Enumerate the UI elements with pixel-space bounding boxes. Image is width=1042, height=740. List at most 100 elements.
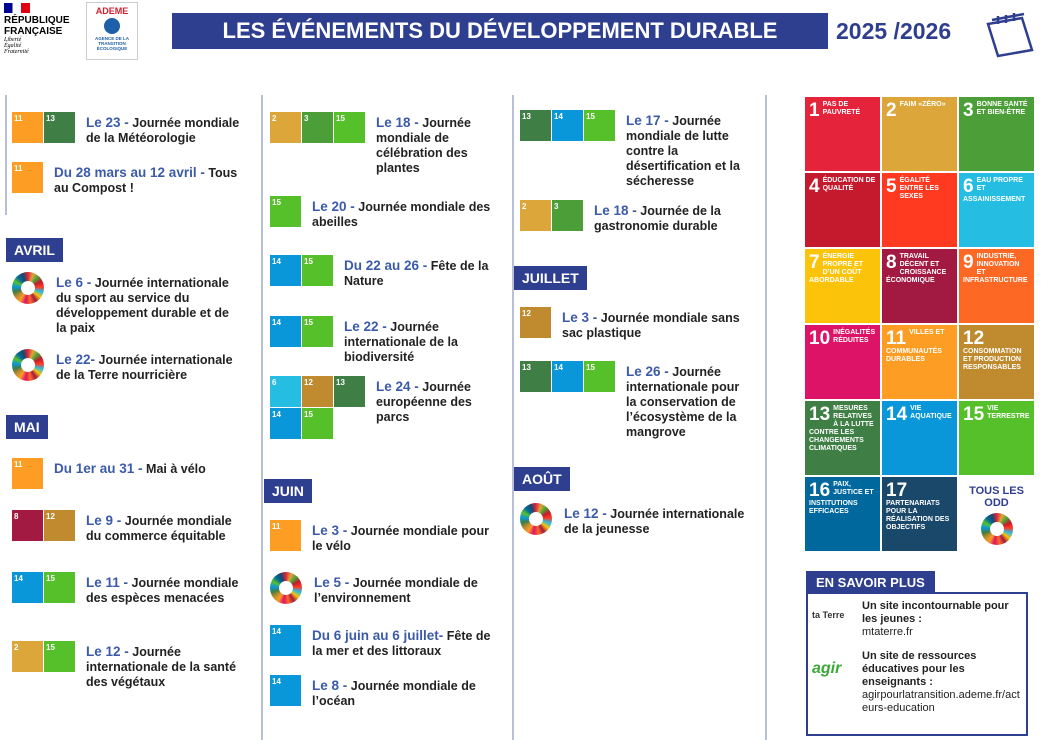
event: 13 14 15 Le 17 - Journée mondiale de lutte … <box>520 110 760 189</box>
sdg-icon: 14 <box>552 110 583 141</box>
sdg-tile: 3 BONNE SANTÉ ET BIEN-ÊTRE <box>959 97 1034 171</box>
event-desc: Journée internationale du sport au servi… <box>56 276 229 335</box>
event: 2 15 Le 12 - Journée internationale de la … <box>12 641 252 690</box>
sdg-icon: 2 <box>520 200 551 231</box>
event-text: Le 6 - Journée internationale du sport a… <box>56 275 242 336</box>
event-text: Le 23 - Journée mondiale de la Météorolo… <box>86 115 242 146</box>
separator <box>512 95 514 740</box>
event-date: Le 12 - <box>86 644 129 659</box>
month-label: JUILLET <box>514 266 587 290</box>
year: 2025 /2026 <box>836 18 952 44</box>
sdg-icon: 15 <box>584 361 615 392</box>
sdg-icons: 14 <box>270 675 302 706</box>
event-text: Le 9 - Journée mondiale du commerce équi… <box>86 513 242 544</box>
sdg-tile: 9 INDUSTRIE, INNOVATION ET INFRASTRUCTURE <box>959 249 1034 323</box>
sdg-icons: 13 14 15 <box>520 110 616 141</box>
sdg-label: BONNE SANTÉ ET BIEN-ÊTRE <box>976 101 1028 116</box>
event-date: Le 23 - <box>86 115 129 130</box>
sdg-icon: 13 <box>520 110 551 141</box>
sdg-label: FAIM «ZÉRO» <box>899 101 946 108</box>
event-date: Le 18 - <box>594 203 637 218</box>
event-date: Le 18 - <box>376 115 419 130</box>
sdg-icon: 14 <box>270 316 301 347</box>
sdg-tile: 16 PAIX, JUSTICE ET INSTITUTIONS EFFICACE… <box>805 477 880 551</box>
ademe: ADEME <box>95 6 129 16</box>
more-url: agirpourlatransition.ademe.fr/acteurs-ed… <box>862 689 1020 714</box>
sdg-icons: 2 3 15 <box>270 112 366 143</box>
sdg-tile: 17 PARTENARIATS POUR LA RÉALISATION DES O… <box>882 477 957 551</box>
sdg-icons: 11 <box>270 520 302 551</box>
sdg-icon: 14 <box>270 255 301 286</box>
event-desc: Journée mondiale de la Météorologie <box>86 116 240 145</box>
all-sdg-wheel <box>12 272 44 304</box>
sdg-icons: 11 <box>12 162 44 193</box>
sdg-label: INÉGALITÉS RÉDUITES <box>833 329 876 344</box>
sdg-tile: 4 ÉDUCATION DE QUALITÉ <box>805 173 880 247</box>
sdg-label: VIE AQUATIQUE <box>910 405 952 420</box>
event-text: Le 22 - Journée internationale de la bio… <box>344 319 500 365</box>
sdg-icon: 15 <box>270 196 301 227</box>
event: 14 15 Le 22 - Journée internationale de la… <box>270 316 510 365</box>
sdg-tile: 12 CONSOMMATION ET PRODUCTION RESPONSABLE… <box>959 325 1034 399</box>
sdg-icon: 11 <box>12 162 43 193</box>
event-date: Du 6 juin au 6 juillet- <box>312 628 444 643</box>
sdg-number: 9 <box>963 252 974 273</box>
event: 8 12 Le 9 - Journée mondiale du commerce é… <box>12 510 252 544</box>
sdg-icon: 15 <box>584 110 615 141</box>
event: 12 Le 3 - Journée mondiale sans sac plast… <box>520 307 760 341</box>
event-text: Du 22 au 26 - Fête de la Nature <box>344 258 500 289</box>
sdg-icons: 15 <box>270 196 302 227</box>
event-desc: Journée européenne des parcs <box>376 380 472 424</box>
sdg-icon: 3 <box>302 112 333 143</box>
event-desc: Fête de la Nature <box>344 259 489 288</box>
month-label: JUIN <box>264 479 312 503</box>
sdg-icon: 14 <box>270 675 301 706</box>
sdg-number: 12 <box>963 328 985 349</box>
more-desc: Un site de ressources éducatives pour le… <box>862 650 977 688</box>
sdg-tile: 1 PAS DE PAUVRETÉ <box>805 97 880 171</box>
sdg-number: 7 <box>809 252 820 273</box>
more-box <box>806 592 1028 736</box>
sdg-label: PAIX, JUSTICE ET INSTITUTIONS EFFICACES <box>809 481 874 515</box>
event-desc: Journée mondiale de lutte contre la dése… <box>626 114 740 188</box>
event-text: Le 8 - Journée mondiale de l’océan <box>312 678 500 709</box>
event-text: Le 11 - Journée mondiale des espèces men… <box>86 575 242 606</box>
all-sdg-wheel <box>520 503 552 535</box>
republique-logo: RÉPUBLIQUE FRANÇAISE Liberté Égalité Fra… <box>4 3 74 55</box>
sdg-number: 1 <box>809 100 820 121</box>
event-date: Le 3 - <box>562 310 598 325</box>
all-sdg-wheel <box>980 513 1013 545</box>
event-desc: Journée mondiale de l’environnement <box>314 576 478 605</box>
event-desc: Journée de la gastronomie durable <box>594 204 721 233</box>
event: 2 3 Le 18 - Journée de la gastronomie dura… <box>520 200 760 234</box>
devise: Liberté Égalité Fraternité <box>4 37 29 55</box>
sdg-icon: 15 <box>44 641 75 672</box>
sdg-label: PAS DE PAUVRETÉ <box>822 101 861 116</box>
event-date: Le 11 - <box>86 575 129 590</box>
event-text: Le 17 - Journée mondiale de lutte contre… <box>626 113 750 189</box>
event: Le 5 - Journée mondiale de l’environneme… <box>270 572 510 606</box>
event-desc: Journée mondiale du commerce équitable <box>86 514 232 543</box>
more-title: EN SAVOIR PLUS <box>806 571 935 594</box>
event-desc: Journée internationale de la biodiversit… <box>344 320 458 364</box>
event-desc: Fête de la mer et des littoraux <box>312 629 491 658</box>
sdg-label: PARTENARIATS POUR LA RÉALISATION DES OBJ… <box>886 500 950 531</box>
more-text: Un site de ressources éducatives pour le… <box>862 650 1022 715</box>
sdg-icon: 15 <box>44 572 75 603</box>
event-text: Du 1er au 31 - Mai à vélo <box>54 461 242 477</box>
sdg-label: ÉDUCATION DE QUALITÉ <box>822 177 876 192</box>
sdg-number: 13 <box>809 404 831 425</box>
sdg-number: 14 <box>886 404 908 425</box>
event: 13 14 15 Le 26 - Journée internationale pou… <box>520 361 760 440</box>
sdg-tile: 11 VILLES ET COMMUNAUTÉS DURABLES <box>882 325 957 399</box>
sdg-label: INDUSTRIE, INNOVATION ET INFRASTRUCTURE <box>963 253 1028 284</box>
event-desc: Journée mondiale de l’océan <box>312 679 476 708</box>
event-text: Le 20 - Journée mondiale des abeilles <box>312 199 500 230</box>
sdg-tile: 10 INÉGALITÉS RÉDUITES <box>805 325 880 399</box>
sdg-icons: 11 <box>12 458 44 489</box>
event-date: Le 24 - <box>376 379 419 394</box>
sdg-icon: 8 <box>12 510 43 541</box>
event-date: Le 8 - <box>312 678 348 693</box>
event-desc: Journée internationale de la santé des v… <box>86 645 237 689</box>
